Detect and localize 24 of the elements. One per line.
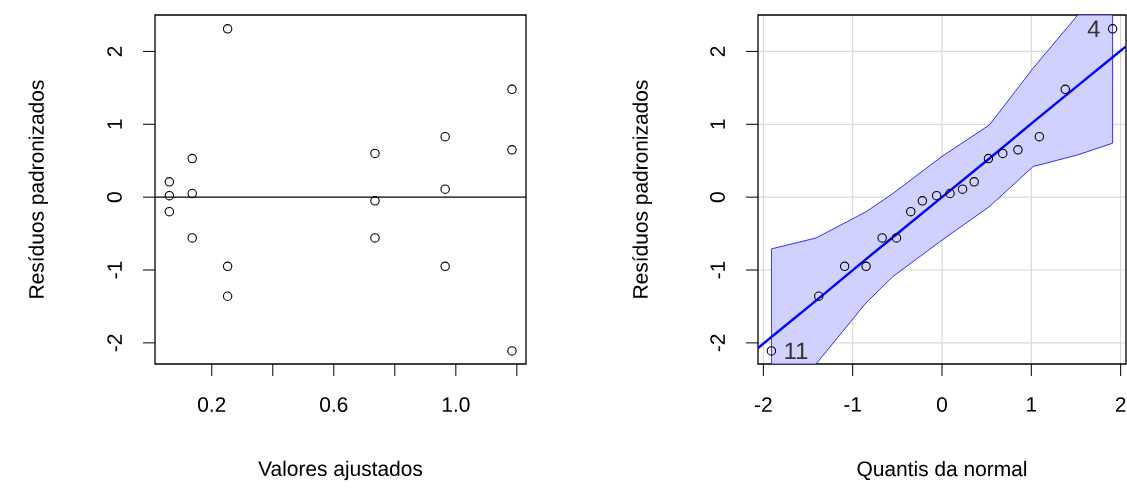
x-tick-label: 0 (937, 397, 947, 412)
x-tick-label: 0.6 (320, 397, 348, 412)
y-tick-label: -2 (107, 334, 122, 352)
x-axis-title: Valores ajustados (258, 460, 423, 481)
x-tick-label: 2 (1115, 397, 1126, 412)
y-tick-label: 2 (710, 46, 725, 57)
y-tick-label: -1 (710, 261, 725, 279)
y-tick-label: 1 (107, 119, 122, 129)
annotation: 4 (1087, 20, 1100, 38)
x-tick-label: -2 (754, 397, 772, 412)
y-axis-title: Resíduos padronizados (28, 80, 49, 298)
annotation: 11 (785, 342, 808, 360)
y-tick-label: 2 (107, 46, 122, 57)
x-tick-label: 1.0 (442, 397, 470, 412)
y-tick-label: -2 (710, 334, 725, 352)
x-tick-label: 0.2 (198, 397, 226, 412)
y-tick-label: 0 (107, 192, 122, 203)
y-tick-label: 1 (710, 119, 725, 129)
x-axis-title: Quantis da normal (857, 460, 1027, 480)
x-tick-label: -1 (844, 397, 861, 412)
x-tick-label: 1 (1027, 397, 1037, 412)
y-axis-title: Resíduos padronizados (632, 80, 652, 298)
y-tick-label: 0 (710, 192, 725, 203)
y-tick-label: -1 (107, 261, 122, 279)
